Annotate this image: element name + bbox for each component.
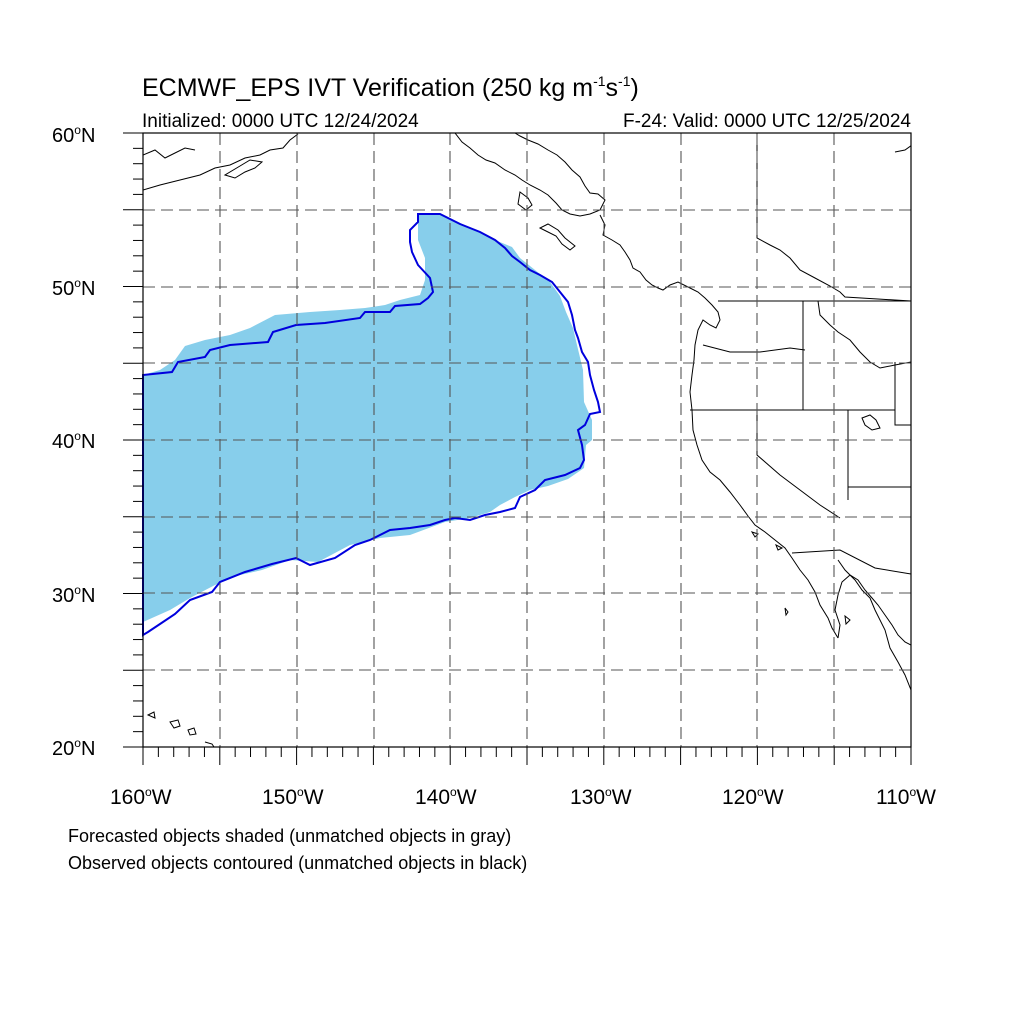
lon-label-150w: 150oW	[262, 785, 324, 809]
axis-ticks	[123, 132, 912, 765]
lat-label-40n: 40oN	[52, 429, 96, 453]
observed-legend-note: Observed objects contoured (unmatched ob…	[68, 853, 528, 873]
lat-label-50n: 50oN	[52, 276, 96, 300]
title-exponent-1: -1	[593, 73, 606, 89]
lon-label-110w: 110oW	[876, 785, 936, 809]
lat-label-20n: 20oN	[52, 736, 96, 760]
title-end: )	[630, 74, 639, 102]
lon-label-160w: 160oW	[110, 785, 172, 809]
political-borders	[690, 133, 911, 575]
lon-label-120w: 120oW	[722, 785, 784, 809]
lat-label-60n: 60oN	[52, 123, 96, 147]
lon-label-130w: 130oW	[570, 785, 632, 809]
coastlines	[143, 133, 911, 747]
title-exponent-2: -1	[618, 73, 631, 89]
lat-lon-grid	[143, 133, 911, 747]
forecast-legend-note: Forecasted objects shaded (unmatched obj…	[68, 826, 512, 846]
title-main: ECMWF_EPS IVT Verification (250 kg m	[142, 74, 594, 102]
title-mid: s	[605, 74, 619, 102]
lon-label-140w: 140oW	[415, 785, 477, 809]
map-title: ECMWF_EPS IVT Verification (250 kg m-1s-…	[142, 74, 639, 101]
initialized-time: Initialized: 0000 UTC 12/24/2024	[142, 111, 419, 132]
observed-ivt-contour	[142, 213, 602, 637]
forecasted-ivt-object	[143, 214, 592, 622]
valid-time: F-24: Valid: 0000 UTC 12/25/2024	[623, 111, 911, 132]
lat-label-30n: 30oN	[52, 583, 96, 607]
